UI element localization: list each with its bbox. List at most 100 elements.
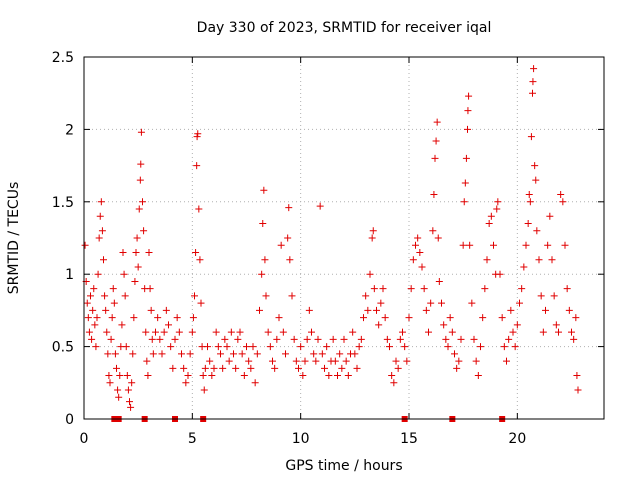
data-point <box>191 292 198 300</box>
data-point <box>360 314 367 322</box>
data-point <box>314 335 322 343</box>
data-point <box>364 306 372 314</box>
data-point <box>494 198 502 206</box>
data-point <box>116 372 124 380</box>
data-point <box>100 256 107 264</box>
data-points <box>81 65 582 411</box>
data-point <box>217 350 224 358</box>
data-point <box>570 335 578 343</box>
data-point <box>243 343 250 351</box>
data-point <box>130 314 138 322</box>
data-point <box>101 292 109 300</box>
data-point <box>290 335 298 343</box>
data-point <box>251 379 259 387</box>
data-point <box>154 314 162 322</box>
data-point <box>96 212 104 220</box>
data-point <box>351 350 359 358</box>
data-point <box>342 357 350 365</box>
data-point <box>416 248 424 256</box>
data-point <box>434 234 442 242</box>
x-axis-ticks: 0 5 10 15 20 <box>80 57 526 447</box>
data-point <box>338 364 346 372</box>
data-point <box>119 248 127 256</box>
data-point <box>200 386 208 394</box>
data-point <box>106 379 114 387</box>
data-point <box>487 212 495 220</box>
data-point <box>470 335 478 343</box>
data-point <box>429 227 437 235</box>
data-point <box>178 350 185 358</box>
data-point <box>574 386 582 394</box>
data-point <box>102 306 110 314</box>
data-point <box>144 372 152 380</box>
data-point <box>89 306 97 314</box>
data-point <box>197 299 205 307</box>
data-point <box>427 299 435 307</box>
data-point <box>316 202 324 210</box>
y-axis-label: SRMTID / TECUs <box>6 182 22 295</box>
data-point <box>403 357 411 365</box>
data-point <box>107 335 115 343</box>
data-point <box>405 314 413 322</box>
data-point <box>466 241 474 249</box>
data-point <box>214 343 222 351</box>
data-point <box>104 350 112 358</box>
data-point <box>362 292 370 300</box>
data-point <box>295 364 302 372</box>
data-point <box>444 343 452 351</box>
data-point <box>511 343 519 351</box>
data-point <box>409 256 417 264</box>
data-point <box>305 306 313 314</box>
y-tick-label: 2 <box>65 122 74 138</box>
data-point <box>91 321 99 329</box>
data-point <box>485 220 493 228</box>
data-point <box>321 364 328 372</box>
y-tick-label: 2.5 <box>52 50 74 66</box>
data-point <box>303 335 311 343</box>
data-point <box>472 357 480 365</box>
data-point <box>277 241 285 249</box>
data-point <box>440 321 448 329</box>
data-point <box>334 372 341 380</box>
data-point <box>173 314 181 322</box>
data-point <box>127 403 135 411</box>
data-point <box>162 306 170 314</box>
data-point <box>199 372 207 380</box>
data-point <box>531 162 539 170</box>
data-point <box>344 372 352 380</box>
data-point <box>192 248 200 256</box>
data-point <box>136 176 144 184</box>
data-point <box>477 343 484 351</box>
data-point <box>193 133 201 141</box>
data-point <box>84 314 92 322</box>
data-point <box>561 241 569 249</box>
data-point <box>546 212 554 220</box>
data-point <box>98 227 106 235</box>
data-point <box>532 176 540 184</box>
data-point <box>460 198 468 206</box>
data-point <box>188 328 196 336</box>
data-point <box>156 335 164 343</box>
data-point <box>240 372 248 380</box>
data-point <box>186 350 194 358</box>
data-point <box>555 328 562 336</box>
data-point <box>310 350 318 358</box>
data-point <box>312 357 320 365</box>
data-point <box>83 299 91 307</box>
data-point <box>396 335 404 343</box>
data-point <box>505 335 513 343</box>
data-point <box>399 328 406 336</box>
data-point <box>184 372 192 380</box>
y-axis-ticks: 0 0.5 1 1.5 2 2.5 <box>52 50 604 428</box>
data-point <box>120 270 128 278</box>
data-point <box>368 234 376 242</box>
data-point <box>225 357 233 365</box>
data-point <box>137 160 145 168</box>
data-point <box>369 227 377 235</box>
data-point <box>146 285 154 293</box>
data-point <box>230 350 237 358</box>
data-point <box>279 328 287 336</box>
data-point <box>325 372 333 380</box>
data-point <box>223 343 231 351</box>
